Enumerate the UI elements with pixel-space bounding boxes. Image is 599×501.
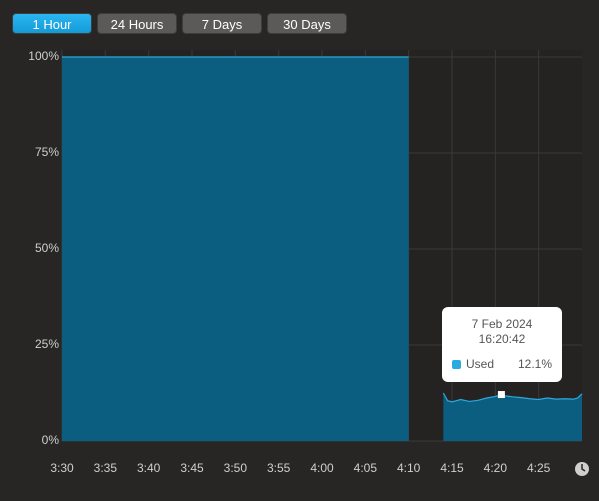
range-button[interactable]: 24 Hours: [97, 13, 177, 34]
clock-icon: [575, 462, 589, 476]
series-area: [62, 56, 409, 441]
range-button[interactable]: 7 Days: [182, 13, 262, 34]
x-tick-label: 4:20: [484, 461, 508, 475]
x-tick-label: 4:00: [310, 461, 334, 475]
range-button[interactable]: 1 Hour: [12, 13, 92, 34]
series-area: [442, 392, 583, 441]
hover-marker: [497, 391, 505, 399]
x-tick-label: 3:50: [224, 461, 248, 475]
legend-label: Used: [466, 357, 494, 371]
x-tick-label: 3:35: [94, 461, 118, 475]
x-tick-label: 4:10: [397, 461, 421, 475]
x-tick-label: 3:45: [180, 461, 204, 475]
tooltip-value: 12.1%: [518, 357, 552, 371]
tooltip-box: [442, 307, 562, 382]
x-tick-label: 3:55: [267, 461, 291, 475]
area-line: [442, 392, 583, 403]
y-tick-label: 100%: [28, 49, 59, 63]
tooltip-date: 7 Feb 2024: [472, 317, 533, 331]
tooltip-time: 16:20:42: [479, 332, 526, 346]
y-tick-label: 50%: [35, 241, 59, 255]
area: [443, 393, 582, 441]
x-tick-label: 3:30: [50, 461, 74, 475]
area: [62, 57, 409, 441]
y-tick-label: 0%: [42, 433, 60, 447]
y-tick-label: 25%: [35, 337, 59, 351]
x-tick-label: 3:40: [137, 461, 161, 475]
x-tick-label: 4:15: [440, 461, 464, 475]
y-tick-label: 75%: [35, 145, 59, 159]
x-tick-label: 4:05: [354, 461, 378, 475]
range-button[interactable]: 30 Days: [267, 13, 347, 34]
x-tick-label: 4:25: [527, 461, 551, 475]
legend-swatch: [452, 360, 461, 369]
